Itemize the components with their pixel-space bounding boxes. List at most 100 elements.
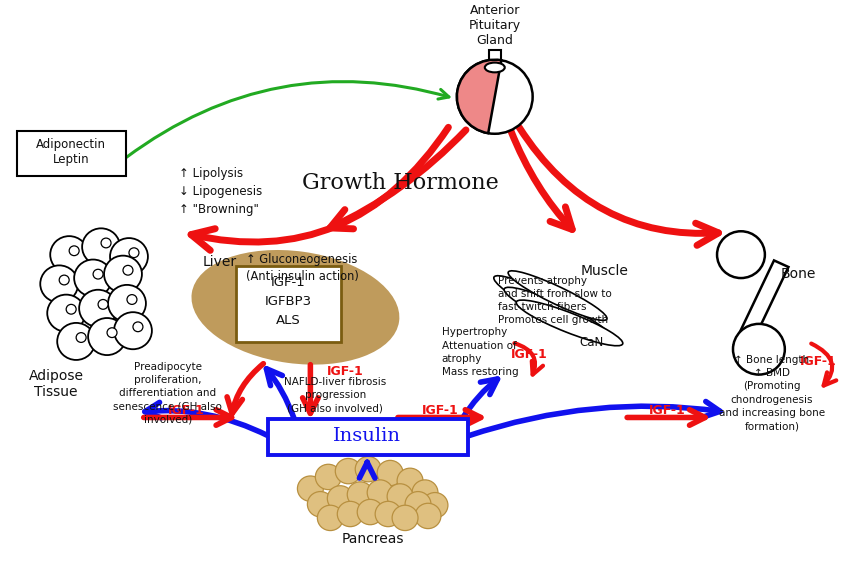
- Circle shape: [76, 333, 86, 343]
- FancyArrowPatch shape: [811, 344, 836, 386]
- FancyArrowPatch shape: [511, 130, 572, 229]
- Circle shape: [457, 60, 533, 134]
- Circle shape: [315, 464, 341, 489]
- Circle shape: [412, 480, 438, 505]
- Bar: [734, 261, 789, 351]
- FancyArrowPatch shape: [627, 410, 705, 425]
- Text: Growth Hormone: Growth Hormone: [302, 172, 498, 195]
- Circle shape: [98, 299, 108, 310]
- Circle shape: [129, 248, 139, 258]
- Ellipse shape: [484, 63, 505, 72]
- Text: Pancreas: Pancreas: [342, 533, 405, 546]
- Circle shape: [104, 255, 142, 292]
- Text: Hypertrophy
Attenuation of
atrophy
Mass restoring: Hypertrophy Attenuation of atrophy Mass …: [441, 327, 518, 377]
- Circle shape: [415, 503, 441, 529]
- FancyArrowPatch shape: [398, 410, 481, 425]
- Bar: [489, 50, 501, 69]
- Text: Adipose
Tissue: Adipose Tissue: [29, 369, 83, 399]
- Circle shape: [405, 492, 431, 517]
- Circle shape: [717, 231, 765, 278]
- Circle shape: [50, 236, 88, 273]
- Circle shape: [69, 246, 79, 255]
- Circle shape: [101, 238, 111, 248]
- Text: IGF-1: IGF-1: [649, 404, 686, 417]
- Circle shape: [317, 505, 343, 530]
- Text: IGF-1: IGF-1: [167, 404, 204, 417]
- FancyBboxPatch shape: [17, 131, 126, 176]
- FancyArrowPatch shape: [330, 130, 466, 229]
- Circle shape: [348, 482, 373, 507]
- Circle shape: [375, 501, 401, 527]
- FancyArrowPatch shape: [303, 365, 318, 413]
- Text: Preadipocyte
proliferation,
differentiation and
senescence (GH also
involved): Preadipocyte proliferation, differentiat…: [113, 362, 223, 424]
- Circle shape: [733, 324, 785, 374]
- Circle shape: [337, 501, 363, 527]
- FancyArrowPatch shape: [514, 343, 543, 374]
- Circle shape: [397, 468, 423, 493]
- FancyArrowPatch shape: [126, 81, 449, 158]
- Text: Adiponectin
Leptin: Adiponectin Leptin: [37, 138, 106, 166]
- Circle shape: [335, 459, 361, 484]
- FancyArrowPatch shape: [191, 127, 449, 250]
- Circle shape: [107, 328, 117, 337]
- Circle shape: [40, 265, 78, 303]
- Circle shape: [114, 312, 152, 349]
- Circle shape: [367, 480, 393, 505]
- Text: IGF-1: IGF-1: [422, 404, 458, 417]
- Circle shape: [79, 290, 117, 327]
- Circle shape: [392, 505, 418, 530]
- FancyArrowPatch shape: [519, 127, 718, 245]
- Circle shape: [74, 259, 112, 296]
- FancyArrowPatch shape: [468, 402, 720, 436]
- Text: IGF-1: IGF-1: [801, 356, 837, 368]
- Text: Anterior
Pituitary
Gland: Anterior Pituitary Gland: [468, 4, 521, 47]
- FancyArrowPatch shape: [462, 379, 497, 420]
- FancyBboxPatch shape: [268, 419, 468, 455]
- FancyBboxPatch shape: [235, 266, 341, 343]
- Text: Insulin: Insulin: [333, 427, 401, 445]
- Text: NAFLD-liver fibrosis
progression
(GH also involved): NAFLD-liver fibrosis progression (GH als…: [284, 377, 387, 413]
- Text: IGF-1: IGF-1: [512, 348, 548, 361]
- Circle shape: [66, 304, 76, 314]
- Text: Bone: Bone: [781, 267, 817, 281]
- Circle shape: [377, 460, 403, 486]
- Circle shape: [133, 322, 143, 332]
- Ellipse shape: [494, 276, 596, 331]
- Text: IGF-1
IGFBP3
ALS: IGF-1 IGFBP3 ALS: [265, 276, 312, 327]
- Text: ↑ Bone length
↑ BMD
(Promoting
chondrogenesis
and increasing bone
formation): ↑ Bone length ↑ BMD (Promoting chondroge…: [719, 355, 825, 431]
- Circle shape: [57, 323, 95, 360]
- Text: Liver: Liver: [203, 255, 237, 270]
- Circle shape: [422, 493, 448, 518]
- Circle shape: [298, 476, 323, 501]
- Circle shape: [357, 500, 383, 525]
- Text: Prevents atrophy
and shift from slow to
fast-twitch fibers
Promotes cell growth: Prevents atrophy and shift from slow to …: [498, 276, 611, 325]
- FancyArrowPatch shape: [144, 410, 231, 425]
- Ellipse shape: [516, 300, 623, 346]
- Ellipse shape: [508, 271, 607, 320]
- Circle shape: [387, 484, 413, 509]
- Wedge shape: [457, 60, 501, 133]
- Circle shape: [108, 285, 146, 322]
- Circle shape: [355, 456, 381, 482]
- Text: IGF-1: IGF-1: [327, 365, 364, 378]
- Circle shape: [123, 265, 133, 275]
- Circle shape: [94, 269, 103, 279]
- Circle shape: [88, 318, 126, 355]
- Text: ↑ Gluconeogenesis
(Anti-insulin action): ↑ Gluconeogenesis (Anti-insulin action): [246, 253, 359, 283]
- FancyArrowPatch shape: [144, 402, 268, 436]
- Circle shape: [308, 492, 333, 517]
- FancyArrowPatch shape: [266, 369, 294, 420]
- Circle shape: [127, 295, 137, 304]
- Ellipse shape: [191, 250, 400, 365]
- Ellipse shape: [504, 287, 611, 339]
- Circle shape: [48, 295, 85, 332]
- FancyArrowPatch shape: [360, 462, 375, 478]
- Circle shape: [110, 238, 148, 275]
- Circle shape: [60, 275, 69, 285]
- FancyArrowPatch shape: [227, 364, 264, 414]
- Text: Muscle: Muscle: [581, 264, 628, 278]
- Text: ↑ Lipolysis
↓ Lipogenesis
↑ "Browning": ↑ Lipolysis ↓ Lipogenesis ↑ "Browning": [178, 167, 262, 216]
- Circle shape: [327, 486, 354, 511]
- Text: CaN: CaN: [580, 336, 604, 349]
- Circle shape: [82, 228, 120, 265]
